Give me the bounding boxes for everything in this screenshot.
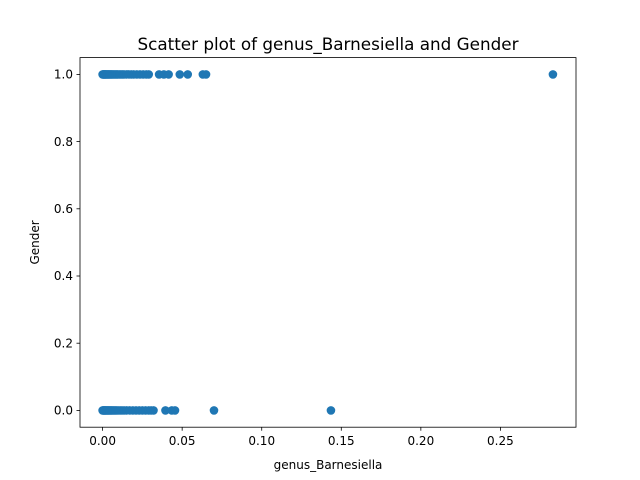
y-tick-label: 0.6 [54,202,73,216]
y-tick-label: 0.4 [54,269,73,283]
x-tick-label: 0.25 [487,434,514,448]
x-tick-label: 0.10 [248,434,275,448]
data-point [209,406,219,415]
data-point [144,70,154,79]
data-point [201,70,211,79]
x-tick-label: 0.20 [407,434,434,448]
x-axis-label: genus_Barnesiella [274,458,383,472]
y-tick-label: 1.0 [54,68,73,82]
data-points [98,70,558,415]
y-tick-label: 0.8 [54,135,73,149]
data-point [175,70,185,79]
data-point [326,406,336,415]
data-point [183,70,193,79]
x-tick-label: 0.05 [169,434,196,448]
y-tick-label: 0.0 [54,404,73,418]
data-point [170,406,180,415]
y-axis-ticks: 0.0 0.2 0.4 0.6 0.8 1.0 [54,68,80,418]
x-axis-ticks: 0.00 0.05 0.10 0.15 0.20 0.25 [89,427,514,448]
y-axis-label: Gender [28,220,42,264]
data-point [161,406,170,415]
data-point [548,70,558,79]
data-point [149,406,158,415]
axes-frame [79,57,577,428]
data-point [164,70,173,79]
y-tick-label: 0.2 [54,336,73,350]
x-tick-label: 0.00 [89,434,116,448]
chart-title: Scatter plot of genus_Barnesiella and Ge… [137,34,518,55]
x-tick-label: 0.15 [328,434,355,448]
